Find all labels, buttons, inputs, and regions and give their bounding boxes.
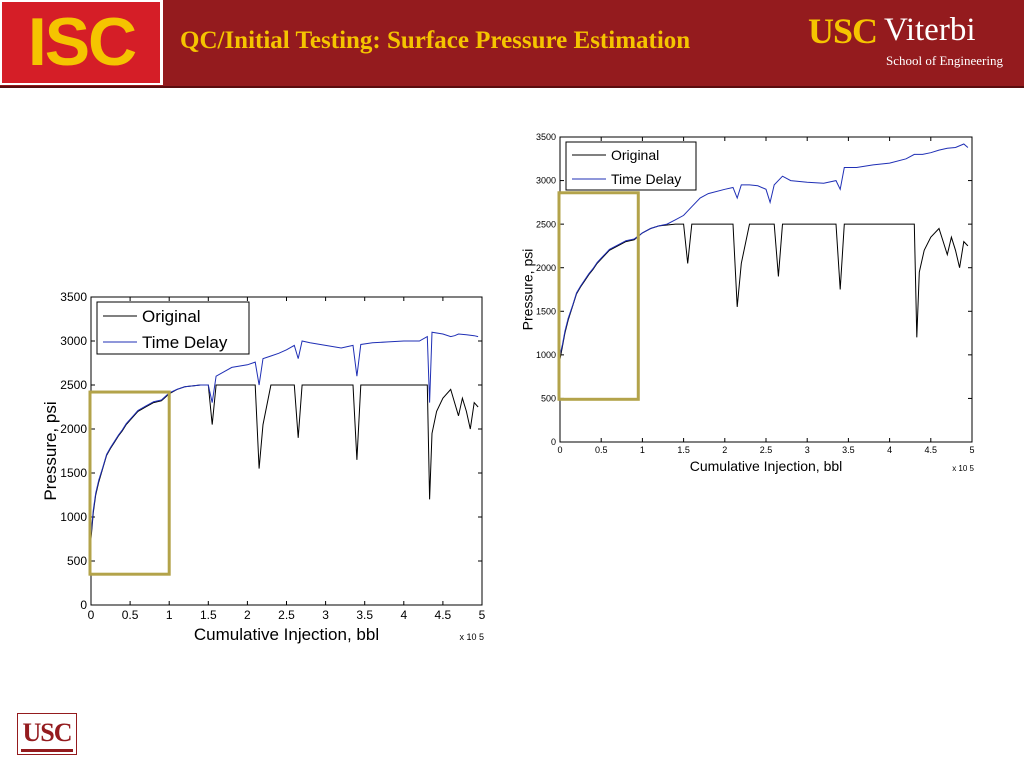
x-tick-label: 2.5 bbox=[278, 608, 295, 622]
pressure-chart-left: 0 0.5 1 1.5 2 2.5 3 3.5 4 4.5 5 0 500 1000 1500 2000 250… bbox=[41, 290, 486, 644]
pressure-chart-right: 0 0.5 1 1.5 2 2.5 3 3.5 4 4.5 5 0 500 1000 1500 2000 250… bbox=[520, 132, 975, 474]
legend-box bbox=[96, 301, 250, 355]
usc-footer-logo-text: USC bbox=[22, 718, 72, 747]
legend-box bbox=[565, 141, 697, 191]
x-tick-label: 0.5 bbox=[595, 445, 608, 455]
x-tick-label: 3.5 bbox=[842, 445, 855, 455]
y-tick-label: 0 bbox=[80, 598, 87, 612]
highlight-box bbox=[88, 390, 171, 576]
y-tick-label: 2000 bbox=[536, 263, 556, 273]
y-tick-label: 3500 bbox=[60, 290, 87, 304]
y-tick-label: 0 bbox=[551, 437, 556, 447]
y-tick-label: 2500 bbox=[536, 219, 556, 229]
highlight-box bbox=[557, 191, 640, 401]
isc-logo-text: ISC bbox=[27, 4, 137, 80]
school-of-engineering-text: School of Engineering bbox=[886, 53, 1003, 68]
x-tick-label: 3 bbox=[805, 445, 810, 455]
y-tick-label: 2500 bbox=[60, 378, 87, 392]
y-axis-label: Pressure, psi bbox=[520, 249, 536, 331]
x-tick-label: 5 bbox=[479, 608, 486, 622]
usc-viterbi-logo: USC Viterbi School of Engineering bbox=[808, 10, 1018, 80]
x-tick-label: 4.5 bbox=[925, 445, 938, 455]
x-tick-label: 0.5 bbox=[122, 608, 139, 622]
legend-label: Time Delay bbox=[142, 333, 228, 352]
x-tick-label: 4.5 bbox=[435, 608, 452, 622]
x-tick-label: 5 bbox=[969, 445, 974, 455]
x-tick-label: 2.5 bbox=[760, 445, 773, 455]
legend-label: Original bbox=[611, 147, 659, 163]
slide-title: QC/Initial Testing: Surface Pressure Est… bbox=[180, 27, 691, 54]
x-tick-label: 1.5 bbox=[677, 445, 690, 455]
x-tick-label: 2 bbox=[244, 608, 251, 622]
x-tick-label: 1 bbox=[640, 445, 645, 455]
series-line-time-delay bbox=[559, 143, 969, 356]
y-tick-label: 3000 bbox=[60, 334, 87, 348]
y-tick-label: 1500 bbox=[536, 306, 556, 316]
x-tick-label: 4 bbox=[887, 445, 892, 455]
y-tick-label: 2000 bbox=[60, 422, 87, 436]
y-tick-label: 1000 bbox=[60, 510, 87, 524]
x-tick-label: 3.5 bbox=[356, 608, 373, 622]
x-tick-label: 0 bbox=[88, 608, 95, 622]
y-tick-label: 1500 bbox=[60, 466, 87, 480]
x-tick-label: 0 bbox=[557, 445, 562, 455]
legend-label: Time Delay bbox=[611, 171, 681, 187]
y-tick-label: 1000 bbox=[536, 350, 556, 360]
header-divider bbox=[0, 86, 1024, 88]
y-tick-label: 3000 bbox=[536, 176, 556, 186]
y-tick-label: 500 bbox=[541, 394, 556, 404]
x-axis-label: Cumulative Injection, bbl bbox=[194, 625, 379, 644]
x-tick-label: 3 bbox=[322, 608, 329, 622]
usc-wordmark: USC bbox=[808, 11, 878, 51]
x-axis-label: Cumulative Injection, bbl bbox=[690, 458, 843, 474]
legend-label: Original bbox=[142, 307, 201, 326]
viterbi-wordmark: Viterbi bbox=[884, 12, 976, 48]
x-multiplier-label: x 10 5 bbox=[459, 632, 484, 642]
y-tick-label: 3500 bbox=[536, 132, 556, 142]
x-multiplier-label: x 10 5 bbox=[952, 464, 974, 473]
usc-footer-logo: USC bbox=[17, 713, 77, 755]
y-axis-label: Pressure, psi bbox=[41, 401, 60, 500]
x-tick-label: 4 bbox=[400, 608, 407, 622]
series-line-time-delay bbox=[90, 331, 479, 535]
series-line-original bbox=[559, 223, 969, 360]
x-tick-label: 1.5 bbox=[200, 608, 217, 622]
y-tick-label: 500 bbox=[67, 554, 87, 568]
x-tick-label: 2 bbox=[722, 445, 727, 455]
slide-header: ISC QC/Initial Testing: Surface Pressure… bbox=[0, 0, 1024, 86]
isc-logo: ISC bbox=[0, 0, 163, 85]
x-tick-label: 1 bbox=[166, 608, 173, 622]
